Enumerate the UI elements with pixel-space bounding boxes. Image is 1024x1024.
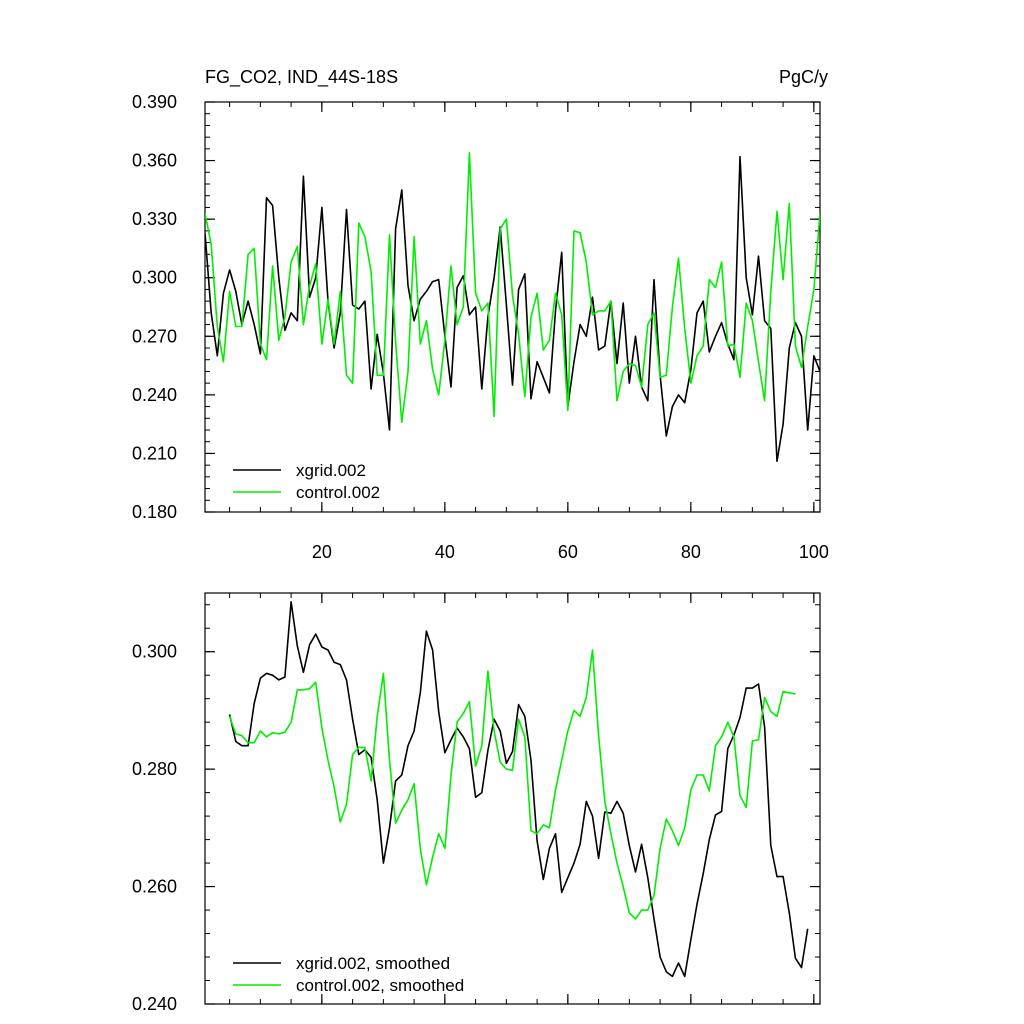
y-tick-label: 0.180	[132, 502, 177, 522]
x-tick-label: 20	[312, 542, 332, 562]
y-tick-label: 0.300	[132, 268, 177, 288]
y-tick-label: 0.210	[132, 443, 177, 463]
y-tick-label: 0.390	[132, 92, 177, 112]
legend-label: control.002	[296, 483, 380, 502]
x-tick-label: 80	[681, 542, 701, 562]
series-line-xgrid	[205, 155, 820, 463]
x-tick-label: 60	[558, 542, 578, 562]
x-tick-label: 100	[799, 542, 829, 562]
y-tick-label: 0.300	[132, 642, 177, 662]
y-tick-label: 0.270	[132, 326, 177, 346]
bottom-panel: 0.240 0.260 0.280 0.300 xgrid.002, smoothed c…	[132, 592, 821, 1014]
series-line-xgrid	[228, 600, 809, 978]
y-tick-label: 0.330	[132, 209, 177, 229]
y-tick-label: 0.260	[132, 877, 177, 897]
plot-frame	[204, 592, 821, 1005]
plot-frame	[204, 101, 821, 513]
y-tick-label: 0.240	[132, 385, 177, 405]
top-panel: 0.180 0.210 0.240 0.270 0.300 0.330 0.360 0.390…	[132, 92, 829, 562]
series-line-control	[228, 649, 796, 920]
legend-label: xgrid.002, smoothed	[296, 954, 450, 973]
legend-label: control.002, smoothed	[296, 976, 464, 995]
units-label: PgC/y	[779, 67, 828, 87]
legend-label: xgrid.002	[296, 461, 366, 480]
series-line-control	[205, 152, 820, 424]
y-tick-label: 0.280	[132, 759, 177, 779]
y-tick-label: 0.360	[132, 151, 177, 171]
y-tick-label: 0.240	[132, 994, 177, 1014]
x-tick-label: 40	[435, 542, 455, 562]
chart-title: FG_CO2, IND_44S-18S	[205, 67, 398, 88]
